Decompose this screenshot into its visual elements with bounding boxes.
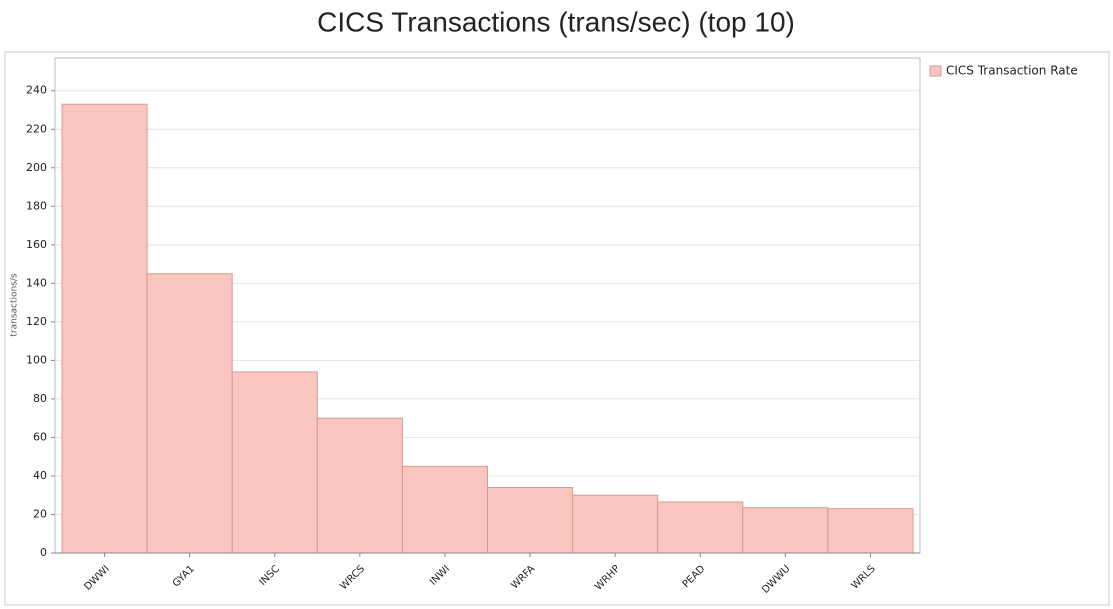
bar bbox=[401, 465, 488, 554]
y-tick-label: 200 bbox=[26, 161, 47, 174]
y-tick-label: 120 bbox=[26, 315, 47, 328]
bar bbox=[61, 103, 148, 554]
y-axis-label: transactions/s bbox=[10, 273, 20, 337]
x-tick-label: INWI bbox=[428, 563, 452, 587]
legend-swatch bbox=[929, 65, 942, 77]
y-tick-label: 0 bbox=[40, 546, 47, 559]
y-tick-label: 80 bbox=[33, 392, 47, 405]
bar bbox=[657, 501, 744, 554]
legend-label: CICS Transaction Rate bbox=[946, 64, 1078, 78]
x-tick-label: WRCS bbox=[338, 563, 367, 592]
bar bbox=[742, 507, 829, 554]
bar bbox=[487, 487, 574, 554]
x-tick-label: DWWI bbox=[82, 563, 111, 592]
y-tick-label: 100 bbox=[26, 353, 47, 366]
bar bbox=[827, 508, 914, 554]
y-tick-label: 40 bbox=[33, 469, 47, 482]
x-tick-label: INSC bbox=[257, 563, 282, 588]
x-tick-label: PEAD bbox=[681, 563, 708, 590]
bar bbox=[316, 417, 403, 554]
y-tick-label: 140 bbox=[26, 276, 47, 289]
x-tick-label: WRHP bbox=[593, 563, 622, 592]
x-tick-label: DWWU bbox=[760, 563, 792, 595]
y-tick-label: 60 bbox=[33, 430, 47, 443]
y-tick-label: 20 bbox=[33, 507, 47, 520]
bar bbox=[572, 494, 659, 554]
y-tick-label: 180 bbox=[26, 199, 47, 212]
y-tick-label: 240 bbox=[26, 84, 47, 97]
y-tick-label: 160 bbox=[26, 238, 47, 251]
chart-frame bbox=[4, 51, 1110, 606]
chart-title: CICS Transactions (trans/sec) (top 10) bbox=[317, 6, 795, 37]
y-tick-label: 220 bbox=[26, 122, 47, 135]
bar bbox=[146, 273, 233, 554]
x-tick-label: GYA1 bbox=[171, 563, 197, 589]
bar bbox=[231, 371, 318, 554]
x-tick-label: WRFA bbox=[509, 563, 537, 591]
x-tick-label: WRLS bbox=[850, 563, 878, 591]
